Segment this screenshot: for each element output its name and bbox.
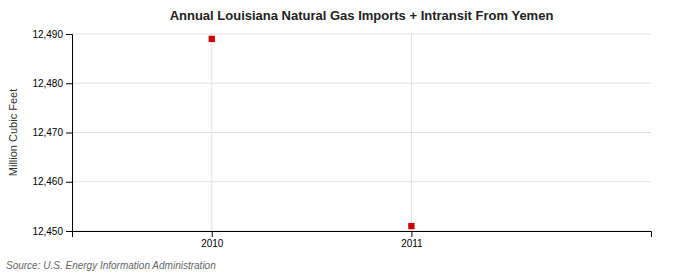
x-tick: 2011 [401,231,423,249]
point [408,223,414,229]
grid-line-x [411,34,412,231]
x-tick-label: 2010 [201,238,224,249]
y-tick-label: 12,470 [32,127,63,138]
title: Annual Louisiana Natural Gas Imports + I… [170,8,554,23]
x-tick-mark [212,231,213,237]
y-tick-mark [66,133,72,134]
x-tick-mark [411,231,412,237]
grid-line-y [72,132,651,133]
y-tick: 12,490 [32,29,72,40]
y-axis: 12,450 12,460 12,470 12,480 12,490 [32,29,72,237]
y-tick-mark [66,83,72,84]
y-tick-mark [66,231,72,232]
y-tick: 12,460 [32,176,72,187]
y-tick: 12,480 [32,78,72,89]
y-axis-line [66,35,73,232]
x-axis: 2010 2011 [73,231,652,249]
y-tick-label: 12,490 [32,29,63,40]
y-tick-label: 12,450 [32,226,63,237]
grid-line-x [211,34,212,231]
y-tick: 12,470 [32,127,72,138]
y-tick-label: 12,460 [32,176,63,187]
y-tick: 12,450 [32,226,72,237]
chart-container: 2010 2011 12,450 12,460 12,470 12,480 12,490 An… [0,0,675,275]
source-note: Source: U.S. Energy Information Administ… [6,260,216,271]
y-tick-mark [66,34,72,35]
x-tick: 2010 [201,231,224,249]
x-axis-line [73,232,652,238]
grid-line-y [72,181,651,182]
plot-area: 2010 2011 12,450 12,460 12,470 12,480 12,490 [32,29,651,249]
point [209,36,215,42]
chart-svg: 2010 2011 12,450 12,460 12,470 12,480 12,490 An… [0,0,675,275]
marks [209,36,415,229]
y-axis-title: Million Cubic Feet [7,89,19,176]
grid [72,34,651,231]
grid-line-y [72,83,651,84]
x-tick-label: 2011 [401,238,423,249]
y-tick-mark [66,182,72,183]
grid-line-y [72,34,651,35]
y-tick-label: 12,480 [32,78,63,89]
